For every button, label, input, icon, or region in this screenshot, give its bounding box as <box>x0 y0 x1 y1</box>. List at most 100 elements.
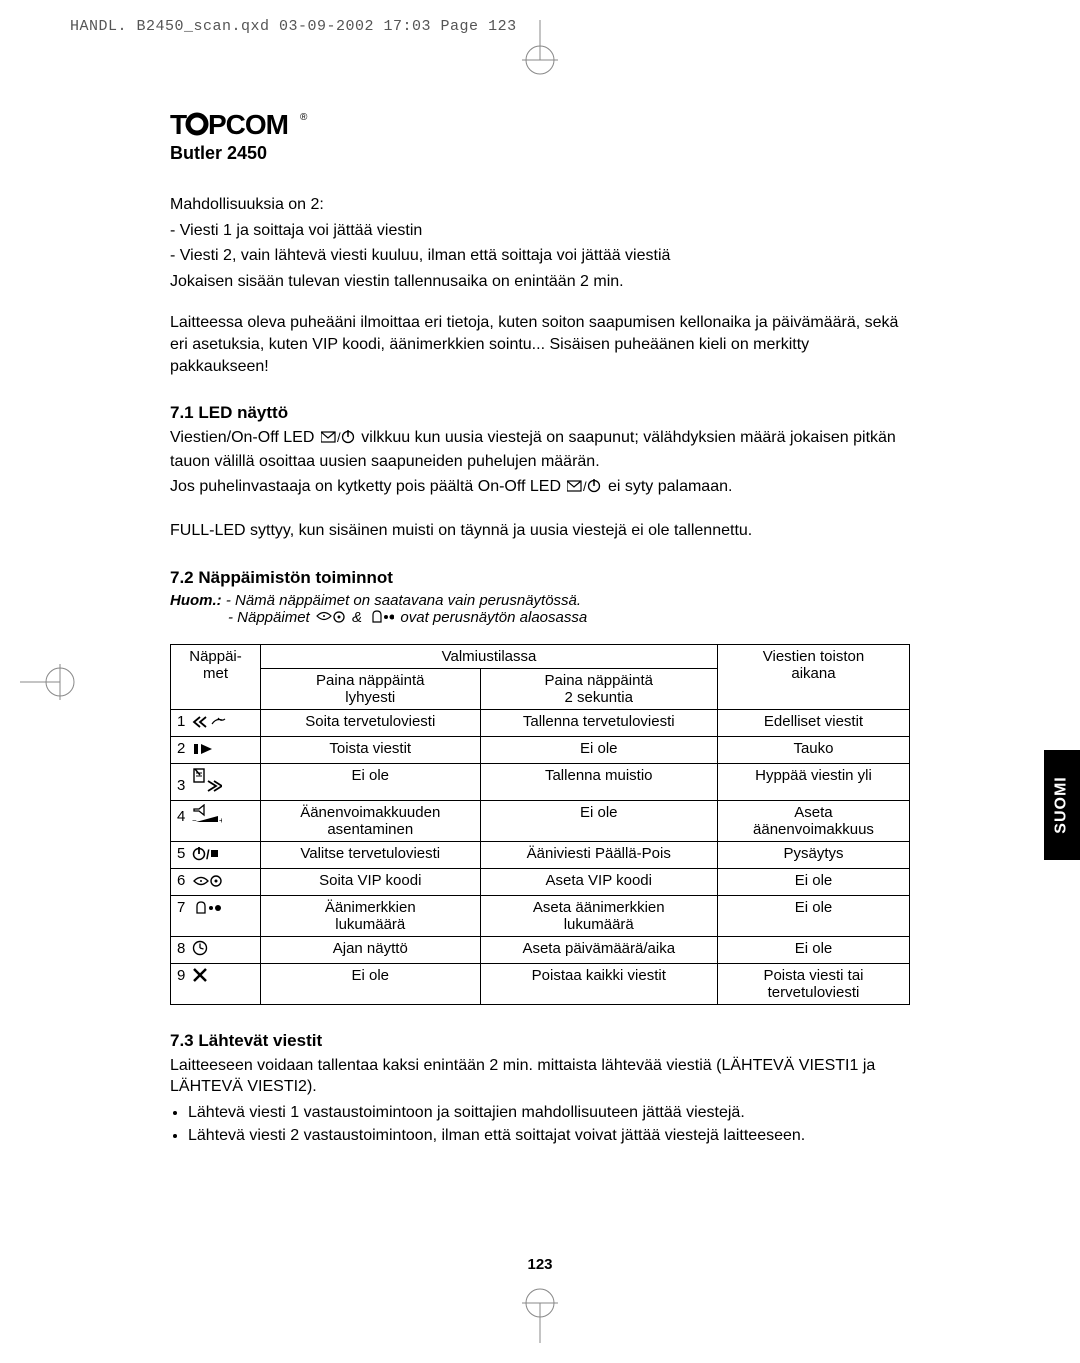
crop-mark-bottom <box>510 1283 570 1343</box>
cell-long: Tallenna tervetuloviesti <box>480 709 717 736</box>
cell-play: Ei ole <box>717 936 909 963</box>
cell-long: Aseta äänimerkkienlukumäärä <box>480 895 717 936</box>
key-cell: 2 <box>171 736 261 763</box>
th-long1: Paina näppäintä <box>545 672 653 689</box>
table-row: 5 /Valitse tervetuloviestiÄäniviesti Pää… <box>171 841 910 868</box>
key-cell: 5 / <box>171 841 261 868</box>
intro-text: Mahdollisuuksia on 2: - Viesti 1 ja soit… <box>170 194 910 377</box>
th-short2: lyhyesti <box>345 689 395 706</box>
section-7-3-title: 7.3 Lähtevät viestit <box>170 1031 910 1051</box>
cell-play: Ei ole <box>717 868 909 895</box>
cell-play: Poista viesti taitervetuloviesti <box>717 963 909 1004</box>
crop-mark-top <box>510 20 570 80</box>
cell-long: Ei ole <box>480 736 717 763</box>
note-line-2: - Näppäimet & ovat perusnäytön alaosassa <box>170 609 910 628</box>
table-row: 2 Toista viestitEi oleTauko <box>171 736 910 763</box>
section-7-2-title: 7.2 Näppäimistön toiminnot <box>170 568 910 588</box>
cell-short: Toista viestit <box>261 736 481 763</box>
key-icon-8 <box>192 940 208 960</box>
note2c: ovat perusnäytön alaosassa <box>400 609 587 626</box>
th-short1: Paina näppäintä <box>316 672 424 689</box>
cell-play: Edelliset viestit <box>717 709 909 736</box>
language-tab: SUOMI <box>1044 750 1080 860</box>
note2a: - Näppäimet <box>228 609 314 626</box>
cell-short: Äänimerkkienlukumäärä <box>261 895 481 936</box>
key-icon-9 <box>192 967 208 987</box>
cell-long: Aseta päivämäärä/aika <box>480 936 717 963</box>
th-long2: 2 sekuntia <box>565 689 633 706</box>
s71-p3: FULL-LED syttyy, kun sisäinen muisti on … <box>170 520 910 542</box>
s71-p2b: ei syty palamaan. <box>608 478 733 495</box>
cell-long: Poistaa kaikki viestit <box>480 963 717 1004</box>
s73-b1: Lähtevä viesti 1 vastaustoimintoon ja so… <box>188 1102 910 1124</box>
section-7-1-body: Viestien/On-Off LED / vilkkuu kun uusia … <box>170 427 910 541</box>
key-cell: 1 <box>171 709 261 736</box>
key-cell: 3 <box>171 763 261 800</box>
logo-block: T PCOM ® Butler 2450 <box>170 110 910 164</box>
th-keys2: met <box>203 665 228 682</box>
crop-mark-left <box>20 652 80 712</box>
cell-short: Ajan näyttö <box>261 936 481 963</box>
intro-l1: Mahdollisuuksia on 2: <box>170 194 910 216</box>
table-row: 4 −+ÄänenvoimakkuudenasentaminenEi oleAs… <box>171 800 910 841</box>
cell-long: Ääniviesti Päällä-Pois <box>480 841 717 868</box>
s73-b2: Lähtevä viesti 2 vastaustoimintoon, ilma… <box>188 1125 910 1147</box>
cell-play: Pysäytys <box>717 841 909 868</box>
table-row: 6 Soita VIP koodiAseta VIP koodiEi ole <box>171 868 910 895</box>
key-icon-7 <box>192 901 222 919</box>
svg-text:−: − <box>192 816 197 824</box>
th-standby: Valmiustilassa <box>261 644 718 668</box>
svg-text:T: T <box>170 110 187 140</box>
key-cell: 8 <box>171 936 261 963</box>
bell-dot-icon <box>368 610 394 628</box>
th-play2: aikana <box>791 665 835 682</box>
cell-play: Asetaäänenvoimakkuus <box>717 800 909 841</box>
model-name: Butler 2450 <box>170 143 910 164</box>
envelope-power-icon: / <box>321 429 355 451</box>
svg-text:/: / <box>583 479 587 493</box>
cell-play: Ei ole <box>717 895 909 936</box>
th-play1: Viestien toiston <box>763 648 864 665</box>
cell-play: Tauko <box>717 736 909 763</box>
section-7-3-body: Laitteeseen voidaan tallentaa kaksi enin… <box>170 1055 910 1147</box>
key-icon-4: −+ <box>192 804 222 828</box>
phone-eye-icon <box>316 610 346 628</box>
table-row: 3 Ei oleTallenna muistioHyppää viestin y… <box>171 763 910 800</box>
cell-short: Valitse tervetuloviesti <box>261 841 481 868</box>
s71-p1: Viestien/On-Off LED / vilkkuu kun uusia … <box>170 427 910 472</box>
key-icon-1 <box>192 715 228 733</box>
key-icon-5: / <box>192 847 218 865</box>
s71-p2: Jos puhelinvastaaja on kytketty pois pää… <box>170 476 910 500</box>
envelope-power-icon-2: / <box>567 478 601 500</box>
intro-l5: Laitteessa oleva puheääni ilmoittaa eri … <box>170 312 910 377</box>
cell-short: Soita VIP koodi <box>261 868 481 895</box>
note-label: Huom.: <box>170 592 222 609</box>
table-row: 9 Ei olePoistaa kaikki viestitPoista vie… <box>171 963 910 1004</box>
th-keys1: Näppäi- <box>189 648 242 665</box>
note1: - Nämä näppäimet on saatavana vain perus… <box>226 592 581 609</box>
table-row: 7 ÄänimerkkienlukumääräAseta äänimerkkie… <box>171 895 910 936</box>
svg-text:/: / <box>337 430 341 444</box>
key-icon-6 <box>192 874 222 892</box>
key-cell: 6 <box>171 868 261 895</box>
cell-short: Äänenvoimakkuudenasentaminen <box>261 800 481 841</box>
cell-short: Ei ole <box>261 963 481 1004</box>
cell-long: Aseta VIP koodi <box>480 868 717 895</box>
note2b: & <box>352 609 366 626</box>
svg-text:+: + <box>219 816 222 824</box>
note-line-1: Huom.: - Nämä näppäimet on saatavana vai… <box>170 592 910 609</box>
intro-l2: - Viesti 1 ja soittaja voi jättää viesti… <box>170 220 910 242</box>
cell-short: Ei ole <box>261 763 481 800</box>
key-cell: 4 −+ <box>171 800 261 841</box>
key-icon-3 <box>192 767 222 797</box>
svg-text:®: ® <box>300 112 308 123</box>
s73-p1: Laitteeseen voidaan tallentaa kaksi enin… <box>170 1055 910 1098</box>
language-tab-label: SUOMI <box>1053 776 1071 833</box>
key-function-table: Näppäi- met Valmiustilassa Viestien tois… <box>170 644 910 1005</box>
s71-p2a: Jos puhelinvastaaja on kytketty pois pää… <box>170 478 565 495</box>
cell-long: Ei ole <box>480 800 717 841</box>
key-cell: 7 <box>171 895 261 936</box>
svg-text:PCOM: PCOM <box>208 110 288 140</box>
key-cell: 9 <box>171 963 261 1004</box>
cell-play: Hyppää viestin yli <box>717 763 909 800</box>
